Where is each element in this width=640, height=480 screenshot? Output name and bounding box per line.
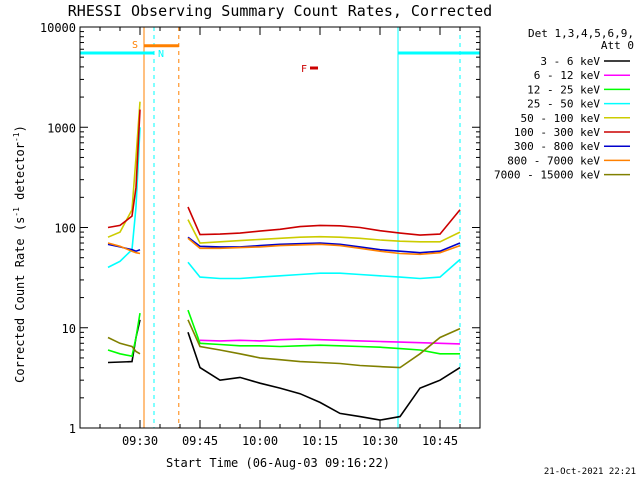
x-tick-label-1: 09:45	[182, 434, 218, 448]
x-tick-label-4: 10:30	[362, 434, 398, 448]
y-axis-label-end: )	[13, 125, 27, 132]
marker-label-f: F	[301, 64, 307, 75]
y-tick-label-1: 10	[62, 322, 76, 336]
legend-header-line2: Att 0	[601, 39, 634, 52]
x-tick-label-2: 10:00	[242, 434, 278, 448]
legend-label-6: 300 - 800 keV	[514, 140, 600, 153]
axis-ticks: 09:30 09:45 10:00 10:15 10:30 10:45 1 10 100 1000…	[40, 21, 480, 448]
timestamp: 21-Oct-2021 22:21	[544, 467, 636, 477]
legend-label-7: 800 - 7000 keV	[507, 154, 600, 167]
series-line-7-seg-0	[107, 242, 141, 255]
series-line-8-seg-1	[187, 319, 461, 369]
y-tick-label-2: 100	[54, 222, 76, 236]
state-markers: S N F	[132, 40, 318, 75]
y-tick-label-0: 1	[69, 422, 76, 436]
series-line-3-seg-1	[187, 258, 461, 280]
x-tick-label-0: 09:30	[122, 434, 158, 448]
legend-label-3: 25 - 50 keV	[527, 98, 600, 111]
y-axis-label-sup1: -1	[12, 207, 21, 217]
series-line-5-seg-1	[187, 206, 461, 236]
marker-label-s: S	[132, 40, 138, 51]
y-axis-label-sup2: -1	[12, 132, 21, 142]
series-line-5-seg-0	[107, 109, 141, 229]
marker-label-n: N	[158, 49, 164, 60]
series-line-6-seg-0	[107, 243, 141, 253]
series-lines	[107, 101, 461, 421]
legend-header-line1: Det 1,3,4,5,6,9,	[528, 27, 634, 40]
series-line-7-seg-1	[187, 237, 461, 256]
time-bands	[79, 27, 480, 428]
y-tick-label-3: 1000	[47, 121, 76, 135]
series-line-2-seg-0	[107, 312, 141, 358]
legend-label-1: 6 - 12 keV	[534, 69, 601, 82]
series-line-2-seg-1	[187, 309, 460, 355]
legend-label-2: 12 - 25 keV	[527, 83, 600, 96]
legend-label-5: 100 - 300 keV	[514, 126, 600, 139]
series-line-6-seg-1	[187, 236, 461, 254]
y-axis-label-main: Corrected Count Rate (s	[13, 217, 27, 383]
series-line-1-seg-0	[199, 338, 461, 345]
series-line-4-seg-0	[107, 101, 141, 238]
series-line-0-seg-1	[187, 332, 461, 421]
legend-label-0: 3 - 6 keV	[540, 55, 600, 68]
legend-label-8: 7000 - 15000 keV	[494, 169, 600, 182]
y-axis-label-mid: detector	[13, 142, 27, 207]
x-tick-label-3: 10:15	[302, 434, 338, 448]
series-line-8-seg-0	[107, 336, 141, 355]
legend-label-4: 50 - 100 keV	[521, 112, 601, 125]
y-tick-label-4: 10000	[40, 21, 76, 35]
y-axis-label: Corrected Count Rate (s-1 detector-1)	[12, 125, 27, 383]
series-line-4-seg-1	[187, 219, 461, 244]
x-axis-label: Start Time (06-Aug-03 09:16:22)	[166, 456, 390, 470]
chart-title: RHESSI Observing Summary Count Rates, Co…	[68, 2, 492, 20]
plot-frame	[79, 26, 481, 429]
x-tick-label-5: 10:45	[422, 434, 458, 448]
